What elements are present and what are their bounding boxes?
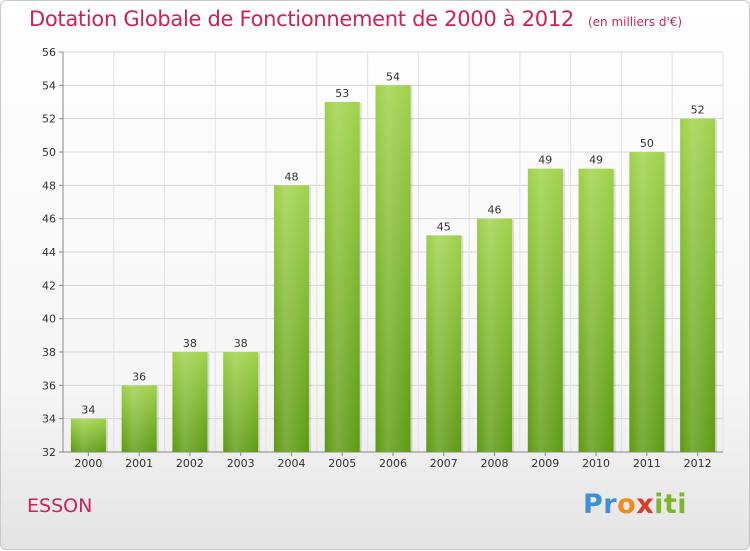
labels: 34 2000 36 2001 38 2002 38 2003 48 2004 53 2005 54 20… xyxy=(74,70,711,470)
y-tick-label: 32 xyxy=(42,446,56,459)
y-tick-label: 42 xyxy=(42,279,56,292)
x-tick-label-2006: 2006 xyxy=(379,457,407,470)
y-tick-label: 34 xyxy=(42,413,56,426)
bars xyxy=(70,85,718,453)
y-tick-label: 38 xyxy=(42,346,56,359)
bar-highlight xyxy=(629,152,665,452)
bar-highlight xyxy=(273,185,309,453)
bar-highlight xyxy=(375,85,411,452)
logo-letter: i xyxy=(654,489,664,520)
bar-highlight xyxy=(121,385,157,452)
bar-highlight xyxy=(70,418,106,452)
bar-highlight xyxy=(223,352,259,452)
value-label-2003: 38 xyxy=(234,337,248,350)
logo-letter: P xyxy=(583,489,604,520)
logo-letter: i xyxy=(677,489,688,520)
value-label-2009: 49 xyxy=(538,154,552,167)
x-tick-label-2005: 2005 xyxy=(328,457,356,470)
x-tick-label-2002: 2002 xyxy=(176,457,204,470)
bar-highlight xyxy=(477,218,513,452)
y-tick-label: 46 xyxy=(42,213,56,226)
commune-name: ESSON xyxy=(27,495,93,517)
x-tick-label-2010: 2010 xyxy=(582,457,610,470)
value-label-2002: 38 xyxy=(183,337,197,350)
logo-letter: t xyxy=(663,489,678,520)
x-tick-label-2008: 2008 xyxy=(481,457,509,470)
y-tick-label: 56 xyxy=(42,46,56,59)
value-label-2000: 34 xyxy=(81,404,95,417)
proxiti-logo: Proxiti xyxy=(583,489,687,520)
logo-letter: x xyxy=(636,489,655,520)
y-tick-label: 50 xyxy=(42,146,56,159)
bar-highlight xyxy=(578,168,614,452)
x-tick-label-2003: 2003 xyxy=(227,457,255,470)
bar-highlight xyxy=(527,168,563,452)
y-tick-label: 48 xyxy=(42,179,56,192)
bar-highlight xyxy=(426,235,462,452)
chart-subtitle: (en milliers d'€) xyxy=(587,15,683,29)
x-tick-label-2011: 2011 xyxy=(633,457,661,470)
x-tick-label-2000: 2000 xyxy=(74,457,102,470)
value-label-2007: 45 xyxy=(437,220,451,233)
y-tick-label: 44 xyxy=(42,246,56,259)
logo-letter: r xyxy=(603,489,618,520)
x-tick-label-2012: 2012 xyxy=(684,457,712,470)
y-tick-label: 40 xyxy=(42,313,56,326)
chart-title-text: Dotation Globale de Fonctionnement de 20… xyxy=(29,7,574,31)
chart-title: Dotation Globale de Fonctionnement de 20… xyxy=(29,7,682,31)
value-label-2006: 54 xyxy=(386,70,400,83)
value-label-2008: 46 xyxy=(488,204,502,217)
bar-highlight xyxy=(172,352,208,452)
x-tick-label-2007: 2007 xyxy=(430,457,458,470)
x-tick-label-2004: 2004 xyxy=(277,457,305,470)
y-tick-label: 52 xyxy=(42,113,56,126)
bar-highlight xyxy=(680,118,716,453)
y-tick-label: 36 xyxy=(42,379,56,392)
value-label-2001: 36 xyxy=(132,370,146,383)
bar-highlight xyxy=(324,102,360,452)
x-tick-label-2001: 2001 xyxy=(125,457,153,470)
value-label-2004: 48 xyxy=(284,170,298,183)
x-tick-label-2009: 2009 xyxy=(531,457,559,470)
y-tick-label: 54 xyxy=(42,79,56,92)
value-label-2012: 52 xyxy=(691,104,705,117)
value-label-2011: 50 xyxy=(640,137,654,150)
value-label-2005: 53 xyxy=(335,87,349,100)
value-label-2010: 49 xyxy=(589,154,603,167)
logo-letter: o xyxy=(617,489,637,520)
